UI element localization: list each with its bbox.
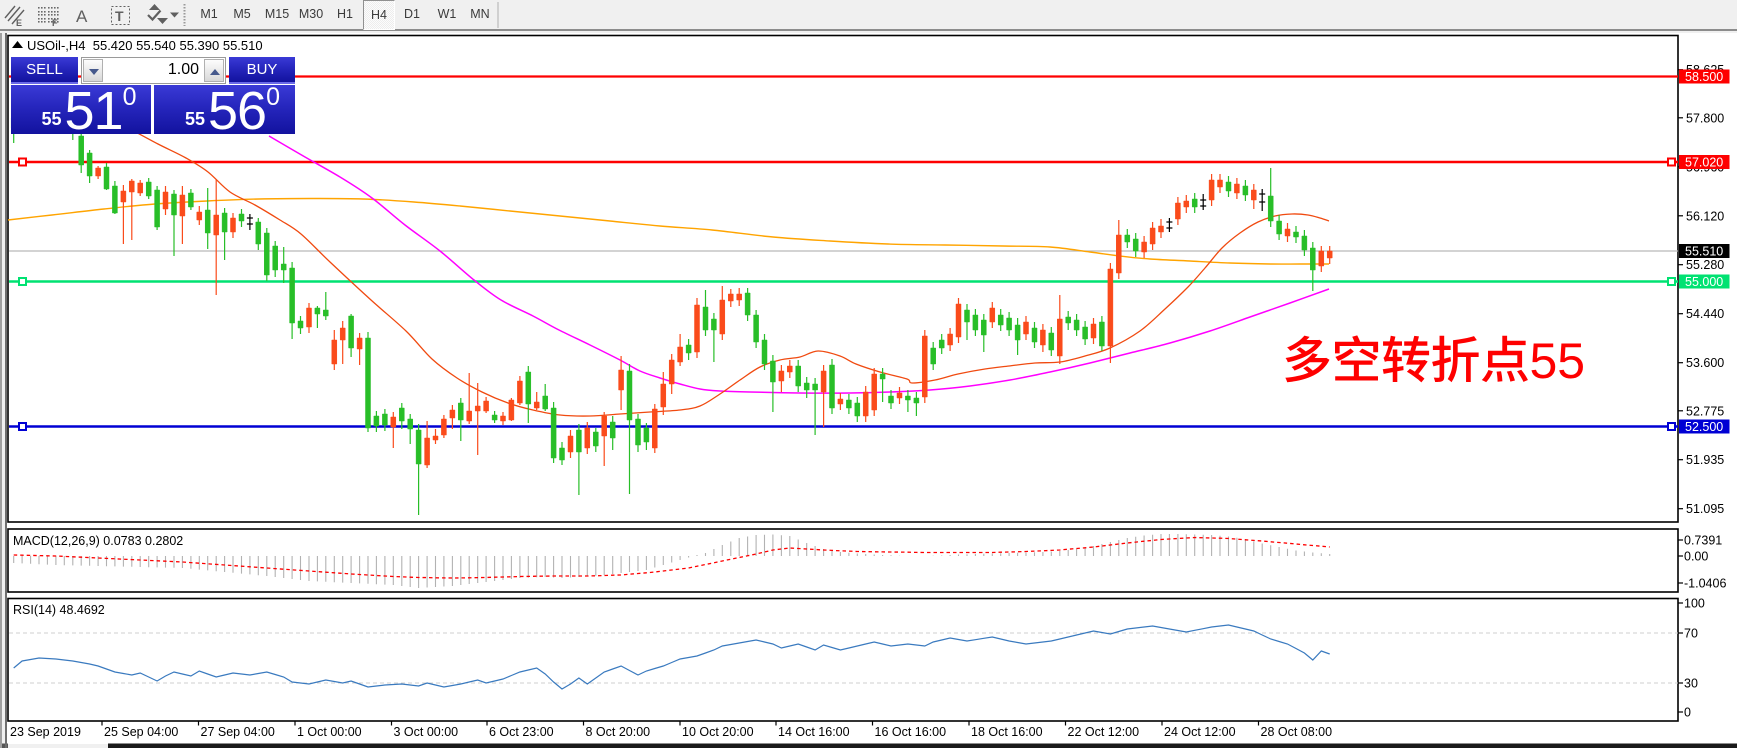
svg-text:E: E: [16, 18, 22, 28]
svg-text:8 Oct 20:00: 8 Oct 20:00: [586, 725, 651, 739]
svg-text:54.440: 54.440: [1686, 307, 1724, 321]
svg-text:55.280: 55.280: [1686, 258, 1724, 272]
svg-text:27 Sep 04:00: 27 Sep 04:00: [201, 725, 275, 739]
svg-text:0.00: 0.00: [1684, 550, 1708, 564]
svg-text:1 Oct 00:00: 1 Oct 00:00: [297, 725, 362, 739]
svg-text:55.000: 55.000: [1685, 275, 1723, 289]
svg-text:14 Oct 16:00: 14 Oct 16:00: [778, 725, 850, 739]
svg-text:6 Oct 23:00: 6 Oct 23:00: [489, 725, 554, 739]
svg-text:58.500: 58.500: [1685, 70, 1723, 84]
svg-text:16 Oct 16:00: 16 Oct 16:00: [875, 725, 947, 739]
svg-text:USOil-,H4 55.420 55.540 55.39: USOil-,H4 55.420 55.540 55.390 55.510: [27, 38, 263, 53]
svg-text:55: 55: [1530, 333, 1586, 389]
svg-text:51.095: 51.095: [1686, 502, 1724, 516]
svg-text:MACD(12,26,9) 0.0783 0.2802: MACD(12,26,9) 0.0783 0.2802: [13, 534, 183, 548]
svg-text:55.510: 55.510: [1685, 245, 1723, 259]
svg-text:51.935: 51.935: [1686, 453, 1724, 467]
svg-text:57.800: 57.800: [1686, 111, 1724, 125]
svg-text:24 Oct 12:00: 24 Oct 12:00: [1164, 725, 1236, 739]
svg-text:23 Sep 2019: 23 Sep 2019: [10, 725, 81, 739]
svg-text:57.020: 57.020: [1685, 156, 1723, 170]
svg-text:RSI(14) 48.4692: RSI(14) 48.4692: [13, 603, 105, 617]
svg-text:100: 100: [1684, 597, 1705, 611]
svg-text:F: F: [52, 18, 58, 28]
svg-text:52.500: 52.500: [1685, 420, 1723, 434]
svg-text:-1.0406: -1.0406: [1684, 577, 1726, 591]
svg-text:3 Oct 00:00: 3 Oct 00:00: [394, 725, 459, 739]
svg-text:10 Oct 20:00: 10 Oct 20:00: [682, 725, 754, 739]
svg-text:30: 30: [1684, 677, 1698, 691]
svg-text:0.7391: 0.7391: [1684, 534, 1722, 548]
svg-text:18 Oct 16:00: 18 Oct 16:00: [971, 725, 1043, 739]
svg-text:53.600: 53.600: [1686, 356, 1724, 370]
svg-text:22 Oct 12:00: 22 Oct 12:00: [1068, 725, 1140, 739]
svg-text:0: 0: [1684, 706, 1691, 720]
svg-text:52.775: 52.775: [1686, 404, 1724, 418]
svg-text:T: T: [115, 8, 124, 24]
svg-text:28 Oct 08:00: 28 Oct 08:00: [1261, 725, 1333, 739]
svg-text:A: A: [76, 7, 88, 26]
svg-text:56.120: 56.120: [1686, 209, 1724, 223]
svg-text:25 Sep 04:00: 25 Sep 04:00: [104, 725, 178, 739]
svg-text:70: 70: [1684, 627, 1698, 641]
